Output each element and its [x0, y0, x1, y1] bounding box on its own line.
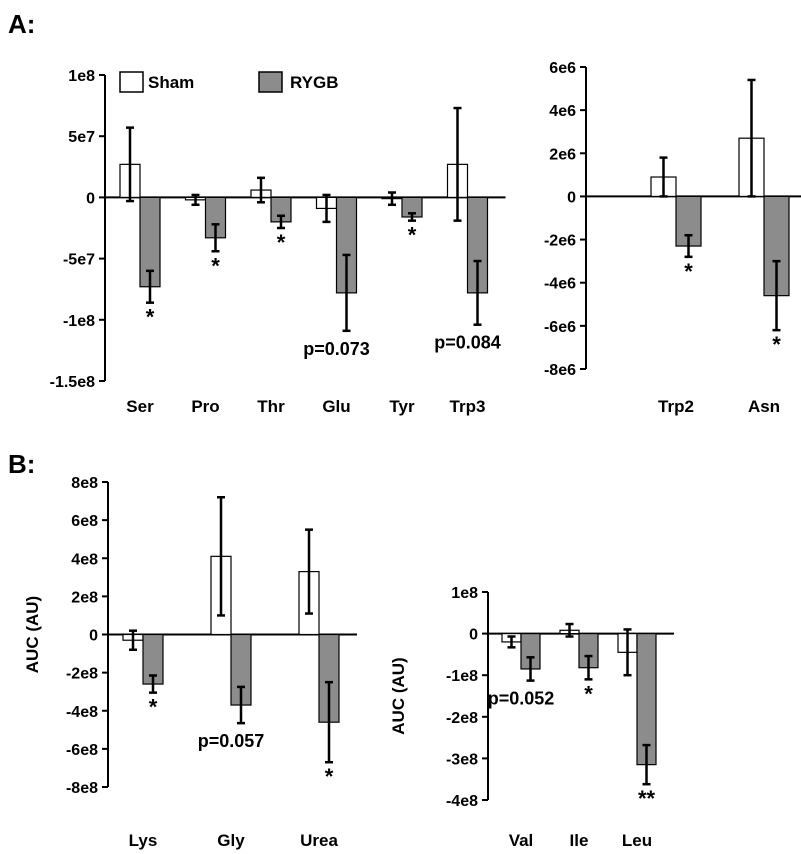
legend-sham-label: Sham [148, 73, 194, 92]
legend: Sham RYGB [119, 71, 339, 93]
y-tick-label: -2e8 [66, 666, 98, 683]
panel-b-label: B: [8, 449, 35, 479]
y-tick-label: 0 [89, 628, 98, 645]
y-tick-label: 2e6 [549, 146, 576, 163]
y-tick-label: -2e8 [446, 710, 478, 727]
legend-rygb-swatch [258, 71, 283, 93]
chart-a-right: 6e6 4e6 2e6 0 -2e6 -4e6 -6e6 -8e6 Trp2 * Asn * [544, 60, 801, 416]
y-tick-label: -4e6 [544, 276, 576, 293]
chart-b-left: 8e8 6e8 4e8 2e8 0 -2e8 -4e8 -6e8 -8e8 AUC (AU) Lys… [23, 475, 357, 850]
p-value-annotation: p=0.052 [488, 689, 555, 709]
legend-rygb-label: RYGB [290, 73, 339, 92]
y-tick-label: -8e8 [66, 780, 98, 797]
significance-annotation: * [584, 681, 593, 706]
significance-annotation: * [408, 223, 417, 248]
category-label: Gly [217, 831, 245, 850]
y-tick-label: -1e8 [63, 313, 95, 330]
category-label: Trp2 [658, 397, 694, 416]
y-tick-label: 0 [86, 190, 95, 207]
category-label: Glu [322, 397, 350, 416]
panel-a-label: A: [8, 9, 35, 39]
y-tick-label: 2e8 [71, 589, 98, 606]
y-tick-label: 0 [567, 189, 576, 206]
y-tick-label: 4e6 [549, 103, 576, 120]
y-tick-label: 5e7 [68, 129, 95, 146]
category-label: Tyr [389, 397, 415, 416]
y-tick-label: 6e6 [549, 60, 576, 77]
significance-annotation: * [684, 259, 693, 284]
y-tick-label: 6e8 [71, 513, 98, 530]
y-tick-label: 8e8 [71, 475, 98, 492]
y-tick-label: 1e8 [451, 585, 478, 602]
y-tick-label: -6e6 [544, 319, 576, 336]
y-axis-label: AUC (AU) [389, 657, 408, 734]
significance-annotation: * [772, 332, 781, 357]
significance-annotation: * [211, 253, 220, 278]
y-tick-label: -4e8 [66, 704, 98, 721]
y-tick-label: -2e6 [544, 233, 576, 250]
significance-annotation: * [146, 305, 155, 330]
category-label: Asn [748, 397, 780, 416]
y-tick-label: -8e6 [544, 362, 576, 379]
category-label: Ser [126, 397, 154, 416]
y-tick-label: 1e8 [68, 68, 95, 85]
category-label: Leu [622, 831, 652, 850]
p-value-annotation: p=0.073 [303, 339, 370, 359]
y-axis-label: AUC (AU) [23, 596, 42, 673]
significance-annotation: ** [638, 786, 656, 811]
y-tick-label: -3e8 [446, 751, 478, 768]
p-value-annotation: p=0.057 [198, 731, 265, 751]
chart-b-right: 1e8 0 -1e8 -2e8 -3e8 -4e8 AUC (AU) Val p=0.052 Il… [389, 585, 674, 850]
chart-a-main: 1e8 5e7 0 -5e7 -1e8 -1.5e8 Ser * Pro * Thr * Glu p=0.… [50, 68, 506, 416]
category-label: Urea [300, 831, 338, 850]
category-label: Trp3 [450, 397, 486, 416]
y-tick-label: 4e8 [71, 551, 98, 568]
y-tick-label: -6e8 [66, 742, 98, 759]
significance-annotation: * [325, 764, 334, 789]
y-tick-label: 0 [469, 627, 478, 644]
category-label: Lys [129, 831, 158, 850]
p-value-annotation: p=0.084 [434, 333, 501, 353]
legend-sham-swatch [119, 71, 144, 93]
category-label: Thr [257, 397, 285, 416]
category-label: Pro [191, 397, 219, 416]
significance-annotation: * [149, 695, 158, 720]
y-tick-label: -1.5e8 [50, 374, 95, 391]
y-tick-label: -4e8 [446, 793, 478, 810]
significance-annotation: * [277, 230, 286, 255]
y-tick-label: -1e8 [446, 668, 478, 685]
y-tick-label: -5e7 [63, 252, 95, 269]
category-label: Val [509, 831, 534, 850]
category-label: Ile [570, 831, 589, 850]
